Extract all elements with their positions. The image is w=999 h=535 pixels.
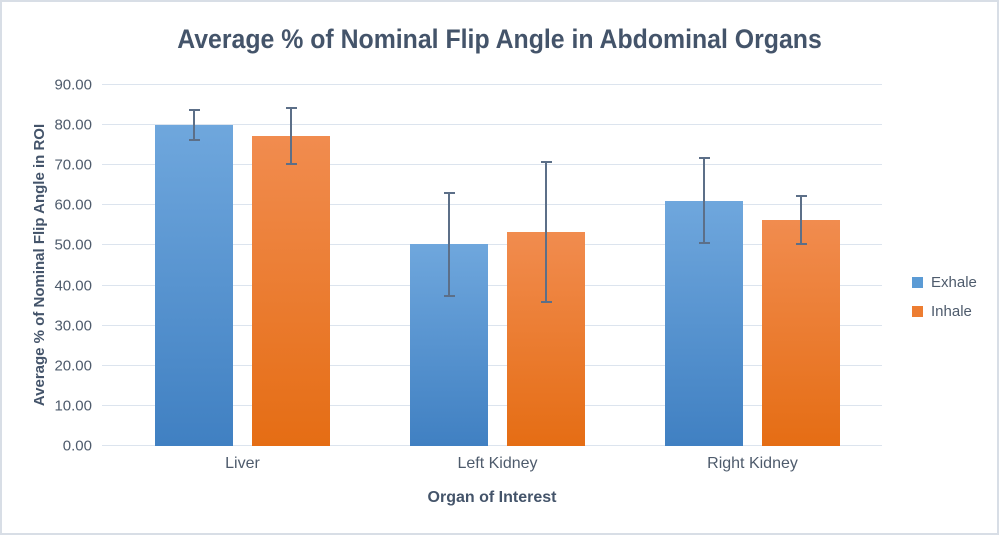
legend-swatch-inhale <box>912 305 923 317</box>
error-bar-cap-bottom <box>540 300 552 303</box>
x-axis-label-liver: Liver <box>225 455 260 472</box>
legend-item-inhale: Inhale <box>912 302 977 320</box>
error-bar-cap-top <box>540 161 552 164</box>
bar-slot <box>155 85 233 446</box>
y-tick-label: 80.00 <box>54 116 92 134</box>
gridline <box>102 324 882 326</box>
category-group-right-kidney <box>625 85 880 446</box>
y-tick-label: 10.00 <box>54 397 92 415</box>
error-bar-cap-top <box>698 157 710 160</box>
legend-label: Inhale <box>931 302 972 320</box>
bar-exhale-liver <box>155 125 233 446</box>
bar-inhale-liver <box>252 136 330 446</box>
error-bar-line <box>545 162 547 302</box>
category-group-left-kidney <box>370 85 625 446</box>
bar-slot <box>762 85 840 446</box>
bar-slot <box>410 85 488 446</box>
bar-inhale-right-kidney <box>762 219 840 446</box>
gridline <box>102 445 882 446</box>
error-bar-cap-top <box>188 108 200 111</box>
bar-groups <box>115 85 880 446</box>
y-tick-label: 30.00 <box>54 317 92 335</box>
legend-item-exhale: Exhale <box>912 273 977 291</box>
gridline <box>102 84 882 85</box>
x-axis-title: Organ of Interest <box>427 489 557 506</box>
x-axis-labels: Liver Left Kidney Right Kidney <box>115 455 880 473</box>
bar-slot <box>665 85 743 446</box>
error-bar-cap-bottom <box>443 295 455 297</box>
error-bar-cap-bottom <box>698 242 710 245</box>
gridline <box>102 164 882 166</box>
chart-title: Average % of Nominal Flip Angle in Abdom… <box>177 24 822 54</box>
error-bar-line <box>703 158 705 244</box>
error-bar-cap-bottom <box>188 139 200 142</box>
gridline <box>102 204 882 206</box>
error-bar-cap-bottom <box>285 163 297 166</box>
gridline <box>102 124 882 126</box>
error-bar-line <box>290 108 292 165</box>
x-axis-label-left-kidney: Left Kidney <box>457 455 538 472</box>
y-axis-title: Average % of Nominal Flip Angle in ROI <box>31 123 48 407</box>
gridline <box>102 284 882 286</box>
error-bar-cap-top <box>443 191 455 194</box>
error-bar-cap-top <box>795 194 807 197</box>
legend: Exhale Inhale <box>912 273 977 320</box>
gridline <box>102 244 882 246</box>
error-bar-line <box>800 195 802 244</box>
gridline <box>102 404 882 406</box>
y-tick-label: 90.00 <box>54 76 92 94</box>
category-group-liver <box>115 85 370 446</box>
y-tick-label: 50.00 <box>54 236 92 254</box>
bar-slot <box>252 85 330 446</box>
gridline <box>102 364 882 366</box>
plot-area: 0.00 10.00 20.00 30.00 40.00 50.00 60.00 70.00 8… <box>54 77 882 455</box>
x-axis-label-right-kidney: Right Kidney <box>707 455 798 472</box>
bar-slot <box>507 85 585 446</box>
error-bar-line <box>193 109 195 141</box>
y-tick-label: 0.00 <box>62 437 92 455</box>
y-tick-label: 60.00 <box>54 196 92 214</box>
error-bar-cap-top <box>285 107 297 110</box>
error-bar-cap-bottom <box>795 242 807 245</box>
y-tick-label: 40.00 <box>54 277 92 295</box>
y-tick-label: 20.00 <box>54 357 92 375</box>
legend-swatch-exhale <box>912 276 923 288</box>
y-tick-label: 70.00 <box>54 156 92 174</box>
error-bar-line <box>448 192 450 296</box>
legend-label: Exhale <box>931 273 977 291</box>
